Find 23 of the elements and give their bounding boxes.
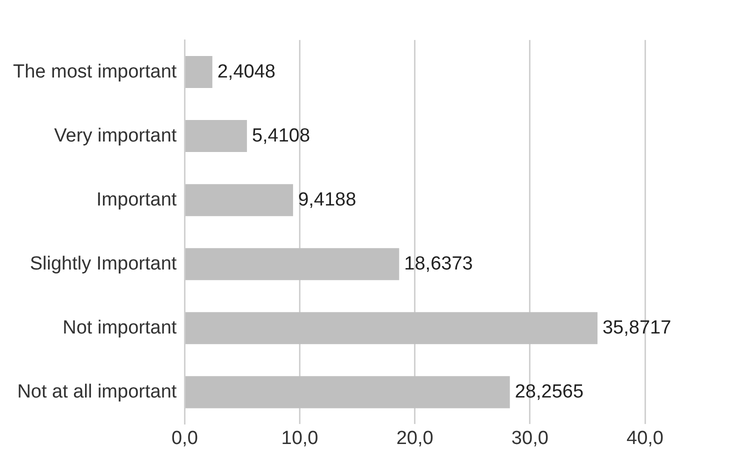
x-tick-label: 40,0 [626, 428, 664, 449]
x-tick-label: 30,0 [511, 428, 548, 449]
data-label: 35,8717 [602, 317, 672, 338]
x-tick-label: 0,0 [171, 428, 198, 449]
bar [185, 312, 598, 344]
data-label: 2,4048 [217, 61, 276, 82]
bar [185, 184, 294, 216]
y-tick-label: Not at all important [17, 381, 178, 402]
y-tick-label: Not important [62, 317, 178, 338]
y-tick-label: Important [96, 189, 178, 210]
x-tick-label: 10,0 [281, 428, 318, 449]
data-label: 18,6373 [404, 253, 473, 274]
bar [185, 376, 510, 408]
bar [185, 120, 247, 152]
data-label: 28,2565 [514, 381, 584, 402]
x-tick-label: 20,0 [396, 428, 434, 449]
y-tick-label: Very important [54, 125, 178, 146]
bar [185, 56, 212, 88]
data-label: 5,4108 [252, 125, 310, 146]
bar [185, 248, 400, 280]
y-tick-label: The most important [13, 61, 178, 82]
data-label: 9,4188 [298, 189, 356, 210]
y-tick-label: Slightly Important [30, 253, 178, 274]
